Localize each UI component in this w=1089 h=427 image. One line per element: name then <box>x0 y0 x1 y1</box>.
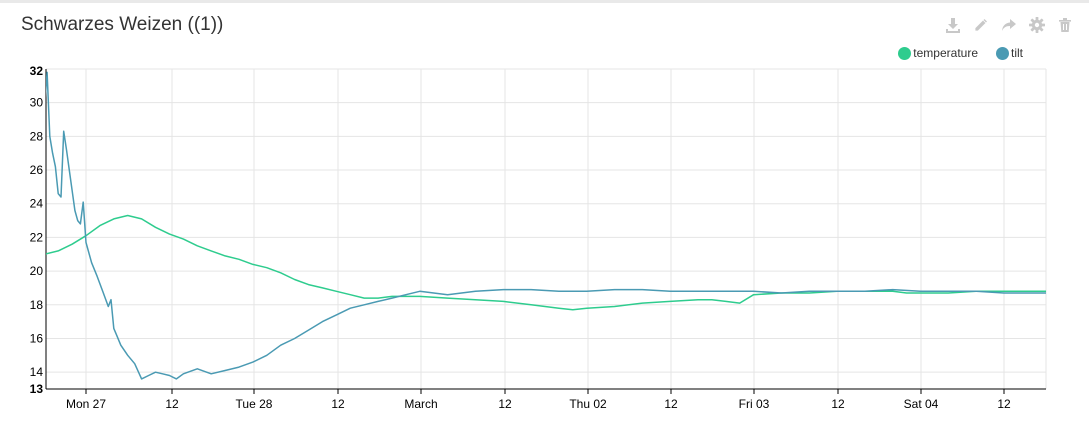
x-tick-label: Fri 03 <box>739 397 770 411</box>
x-tick-label: Thu 02 <box>569 397 607 411</box>
y-tick-label: 16 <box>30 331 44 345</box>
download-button[interactable] <box>943 14 963 36</box>
x-tick-label: 12 <box>498 397 512 411</box>
edit-button[interactable] <box>971 14 991 36</box>
legend-swatch-tilt <box>996 46 1009 60</box>
x-tick-label: 12 <box>664 397 678 411</box>
y-tick-label: 24 <box>30 197 44 211</box>
x-tick-label: March <box>404 397 437 411</box>
x-tick-label: Sat 04 <box>904 397 939 411</box>
y-tick-label: 26 <box>30 163 44 177</box>
share-button[interactable] <box>999 14 1019 36</box>
series-line-temperature <box>46 214 1046 311</box>
settings-button[interactable] <box>1027 14 1047 36</box>
download-icon <box>946 18 960 33</box>
x-tick-label: Tue 28 <box>236 397 273 411</box>
panel-title: Schwarzes Weizen ((1)) <box>21 14 224 35</box>
y-tick-label: 30 <box>30 96 44 110</box>
legend-label-tilt: tilt <box>1011 46 1023 60</box>
share-icon <box>1002 19 1016 31</box>
legend-label-temperature: temperature <box>913 46 978 60</box>
x-tick-label: Mon 27 <box>66 397 106 411</box>
legend-item-tilt[interactable]: tilt <box>996 46 1023 60</box>
y-tick-label: 32 <box>30 64 44 78</box>
legend-item-temperature[interactable]: temperature <box>898 46 978 60</box>
y-tick-label: 14 <box>30 365 44 379</box>
y-tick-label: 13 <box>30 382 44 396</box>
x-tick-label: 12 <box>331 397 345 411</box>
gear-icon <box>1029 17 1045 33</box>
y-tick-label: 18 <box>30 298 44 312</box>
trash-icon <box>1059 18 1071 32</box>
x-tick-label: 12 <box>831 397 845 411</box>
delete-button[interactable] <box>1055 14 1075 36</box>
y-tick-label: 28 <box>30 129 44 143</box>
chart-legend: temperature tilt <box>898 46 1023 60</box>
x-tick-label: 12 <box>165 397 179 411</box>
top-border <box>0 0 1089 3</box>
series-line-tilt <box>46 71 1046 380</box>
panel-toolbar <box>943 14 1075 36</box>
y-tick-label: 22 <box>30 230 44 244</box>
pencil-icon <box>974 17 989 32</box>
y-tick-label: 20 <box>30 264 44 278</box>
x-tick-label: 12 <box>997 397 1011 411</box>
legend-swatch-temperature <box>898 46 912 60</box>
